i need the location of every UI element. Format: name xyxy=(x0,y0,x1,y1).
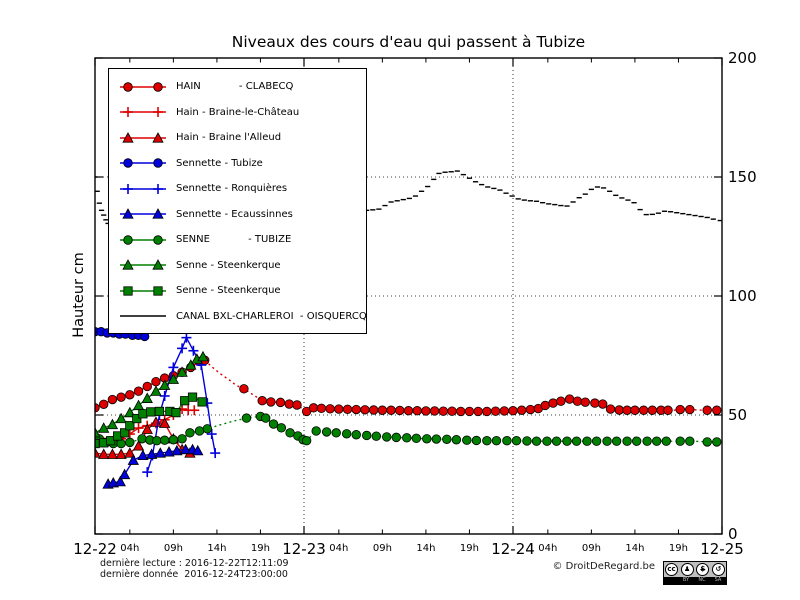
x-tick-label-date: 12-25 xyxy=(700,540,744,558)
last-data-note: dernière donnée 2016-12-24T23:00:00 xyxy=(100,569,288,580)
legend-item-label: Senne - Steenkerque xyxy=(176,259,281,271)
x-tick-label-hour: 09h xyxy=(581,543,601,554)
legend-item-5: Sennette - Ecaussinnes xyxy=(109,202,366,228)
legend-item-label: Hain - Braine-le-Château xyxy=(176,106,300,118)
legend-item-label: Hain - Braine l'Alleud xyxy=(176,132,282,144)
cc-tag-by: BY xyxy=(682,577,690,583)
cc-license-badge: cc ♟ $ ↺ BY NC SA xyxy=(663,561,727,585)
cc-by-icon: ♟ xyxy=(680,563,694,576)
line-legend-marker-icon xyxy=(120,315,166,317)
legend-item-1: Hain - Braine-le-Château xyxy=(109,100,366,126)
circle-legend-marker-icon xyxy=(120,158,166,168)
x-tick-label-hour: 09h xyxy=(372,543,392,554)
series-hain-clabecq xyxy=(95,355,722,417)
legend-item-label: SENNE - TUBIZE xyxy=(176,234,292,246)
x-tick-label-hour: 14h xyxy=(625,543,645,554)
square-legend-marker-icon xyxy=(120,286,166,296)
legend-item-label: HAIN - CLABECQ xyxy=(176,81,294,93)
last-read-note: dernière lecture : 2016-12-22T12:11:09 xyxy=(100,558,289,569)
legend-item-6: SENNE - TUBIZE xyxy=(109,227,366,253)
cc-sa-icon: ↺ xyxy=(711,563,725,576)
legend-item-label: Senne - Steenkerque xyxy=(176,285,281,297)
cc-license-tags: BY NC SA xyxy=(664,577,726,584)
triangle-legend-marker-icon xyxy=(120,208,166,219)
x-tick-label-hour: 04h xyxy=(538,543,558,554)
plus-legend-marker-icon xyxy=(120,107,166,118)
legend: HAIN - CLABECQ Hain - Braine-le-Château Ha… xyxy=(108,68,367,334)
circle-legend-marker-icon xyxy=(120,82,166,92)
y-tick-label: 0 xyxy=(728,525,738,543)
legend-item-label: Sennette - Tubize xyxy=(176,157,263,169)
x-tick-label-date: 12-24 xyxy=(491,540,535,558)
legend-item-9: CANAL BXL-CHARLEROI - OISQUERCQ xyxy=(109,304,367,330)
legend-item-label: Sennette - Ecaussinnes xyxy=(176,208,293,220)
x-tick-label-hour: 14h xyxy=(207,543,227,554)
y-tick-label: 50 xyxy=(728,406,748,424)
x-tick-label-hour: 19h xyxy=(459,543,479,554)
x-tick-label-hour: 09h xyxy=(163,543,183,554)
plus-legend-marker-icon xyxy=(120,183,166,194)
series-canal-bxl-charleroi-oisquercq xyxy=(95,170,722,225)
legend-item-0: HAIN - CLABECQ xyxy=(109,74,366,100)
cc-nc-icon: $ xyxy=(696,563,710,576)
series-senne-steenkerque-squares- xyxy=(95,392,207,449)
cc-tag-nc: NC xyxy=(698,577,706,583)
x-tick-label-hour: 04h xyxy=(329,543,349,554)
legend-item-3: Sennette - Tubize xyxy=(109,151,366,177)
series-senne-steenkerque-triangles- xyxy=(95,350,209,438)
series-sennette-ecaussinnes xyxy=(102,443,204,489)
x-tick-label-date: 12-22 xyxy=(73,540,117,558)
legend-item-7: Senne - Steenkerque xyxy=(109,253,366,279)
copyright: © DroitDeRegard.be xyxy=(552,561,655,572)
legend-item-label: Sennette - Ronquières xyxy=(176,183,288,195)
cc-tag-sa: SA xyxy=(714,577,722,583)
x-tick-label-date: 12-23 xyxy=(282,540,326,558)
x-tick-label-hour: 19h xyxy=(250,543,270,554)
triangle-legend-marker-icon xyxy=(120,131,166,143)
triangle-legend-marker-icon xyxy=(120,259,166,270)
chart-title: Niveaux des cours d'eau qui passent à Tu… xyxy=(231,33,586,51)
legend-item-label: CANAL BXL-CHARLEROI - OISQUERCQ xyxy=(176,310,367,322)
y-tick-label: 150 xyxy=(728,168,757,186)
legend-item-4: Sennette - Ronquières xyxy=(109,176,366,202)
series-senne-tubize xyxy=(95,411,722,449)
circle-legend-marker-icon xyxy=(120,235,166,245)
x-tick-label-hour: 19h xyxy=(668,543,688,554)
x-tick-label-hour: 14h xyxy=(416,543,436,554)
x-tick-label-hour: 04h xyxy=(120,543,140,554)
y-tick-label: 200 xyxy=(728,49,757,67)
legend-item-2: Hain - Braine l'Alleud xyxy=(109,125,366,151)
tick-marks xyxy=(94,57,723,535)
series-group xyxy=(95,170,722,489)
cc-icon: cc xyxy=(665,563,678,576)
y-tick-label: 100 xyxy=(728,287,757,305)
cc-icons: cc ♟ $ ↺ xyxy=(664,562,726,576)
legend-item-8: Senne - Steenkerque xyxy=(109,278,366,304)
